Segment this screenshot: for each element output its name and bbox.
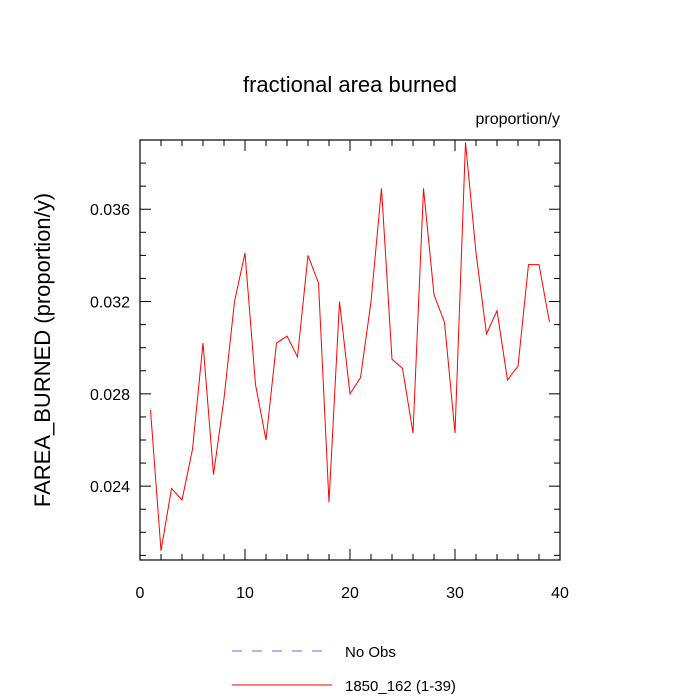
tick-labels: 0 10 20 30 40 0.024 0.028 0.032 0.036 (90, 202, 569, 602)
legend-label-no-obs: No Obs (345, 644, 396, 661)
y-axis-label: FAREA_BURNED (proportion/y) (30, 193, 55, 507)
x-tick-label: 10 (236, 585, 254, 602)
x-tick-label: 20 (341, 585, 359, 602)
x-tick-label: 40 (551, 585, 569, 602)
axis-ticks (139, 139, 561, 560)
y-tick-label: 0.024 (90, 479, 130, 496)
legend: No Obs 1850_162 (1-39) (232, 644, 456, 695)
y-tick-label: 0.032 (90, 295, 130, 312)
series-line-0 (150, 142, 550, 551)
series-layer (150, 142, 550, 551)
x-tick-label: 0 (136, 585, 145, 602)
chart-title: fractional area burned (243, 72, 457, 97)
legend-label-1850-162: 1850_162 (1-39) (345, 678, 456, 695)
units-label: proportion/y (476, 111, 561, 128)
y-tick-label: 0.036 (90, 202, 130, 219)
x-tick-label: 30 (446, 585, 464, 602)
y-tick-label: 0.028 (90, 387, 130, 404)
plot-frame (139, 139, 561, 561)
